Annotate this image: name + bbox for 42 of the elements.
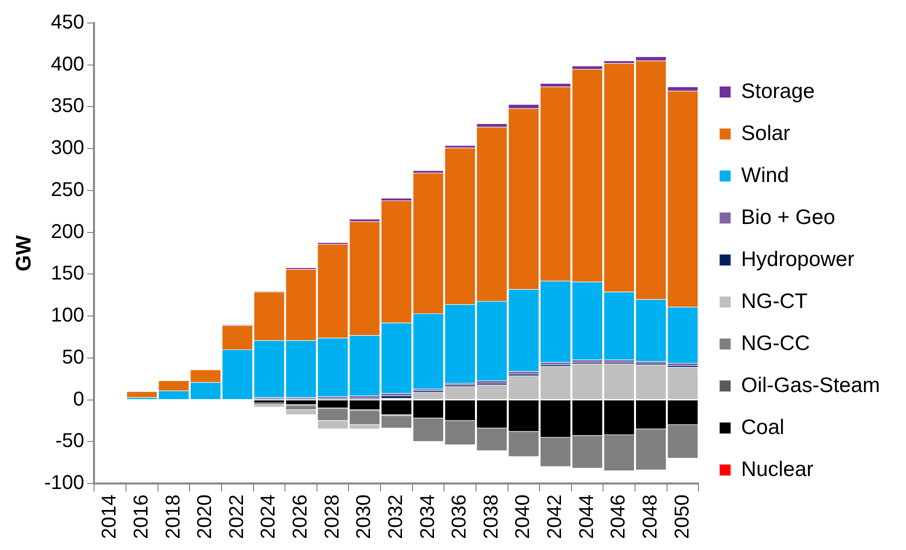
x-tick-label: 2014 bbox=[98, 494, 121, 540]
legend-label: NG-CT bbox=[741, 290, 808, 313]
legend-label: Bio + Geo bbox=[741, 206, 836, 229]
y-tick-label: 400 bbox=[50, 53, 84, 76]
x-tick-label: 2030 bbox=[353, 494, 376, 540]
x-tick-label: 2024 bbox=[258, 494, 280, 540]
x-tick-label: 2042 bbox=[544, 494, 566, 540]
x-tick-label: 2046 bbox=[608, 494, 630, 540]
x-tick-label: 2022 bbox=[226, 494, 248, 540]
legend-label: Coal bbox=[741, 416, 784, 439]
y-tick-label: 350 bbox=[50, 95, 84, 118]
y-tick-label: 250 bbox=[50, 178, 84, 201]
y-tick-label: 200 bbox=[50, 220, 84, 243]
x-tick-label: 2020 bbox=[194, 494, 216, 540]
y-tick-label: 150 bbox=[50, 262, 84, 285]
y-tick-label: -100 bbox=[44, 472, 84, 494]
y-tick-label: 50 bbox=[62, 346, 84, 368]
x-tick-label: 2028 bbox=[321, 494, 344, 540]
x-tick-label: 2040 bbox=[512, 494, 534, 540]
x-tick-label: 2036 bbox=[448, 494, 471, 540]
legend-label: NG-CC bbox=[741, 332, 810, 355]
x-tick-label: 2038 bbox=[480, 494, 502, 540]
legend-label: Hydropower bbox=[741, 248, 854, 271]
x-tick-label: 2034 bbox=[416, 494, 439, 540]
legend-label: Oil-Gas-Steam bbox=[741, 374, 880, 397]
legend-label: Wind bbox=[741, 164, 789, 187]
x-tick-label: 2050 bbox=[671, 494, 694, 540]
x-tick-label: 2018 bbox=[162, 494, 184, 540]
x-tick-label: 2026 bbox=[290, 494, 312, 540]
y-tick-label: -50 bbox=[55, 430, 84, 452]
x-tick-label: 2048 bbox=[639, 494, 662, 540]
legend-label: Solar bbox=[741, 122, 790, 145]
legend-label: Nuclear bbox=[741, 458, 814, 481]
legend-label: Storage bbox=[741, 80, 815, 103]
y-tick-label: 100 bbox=[50, 304, 84, 327]
y-tick-label: 450 bbox=[50, 12, 84, 34]
y-axis-title: GW bbox=[12, 235, 36, 272]
x-tick-label: 2044 bbox=[576, 494, 598, 540]
x-tick-label: 2032 bbox=[384, 494, 407, 540]
x-tick-label: 2016 bbox=[130, 494, 152, 540]
y-tick-label: 300 bbox=[50, 137, 84, 160]
y-tick-label: 0 bbox=[73, 388, 84, 410]
